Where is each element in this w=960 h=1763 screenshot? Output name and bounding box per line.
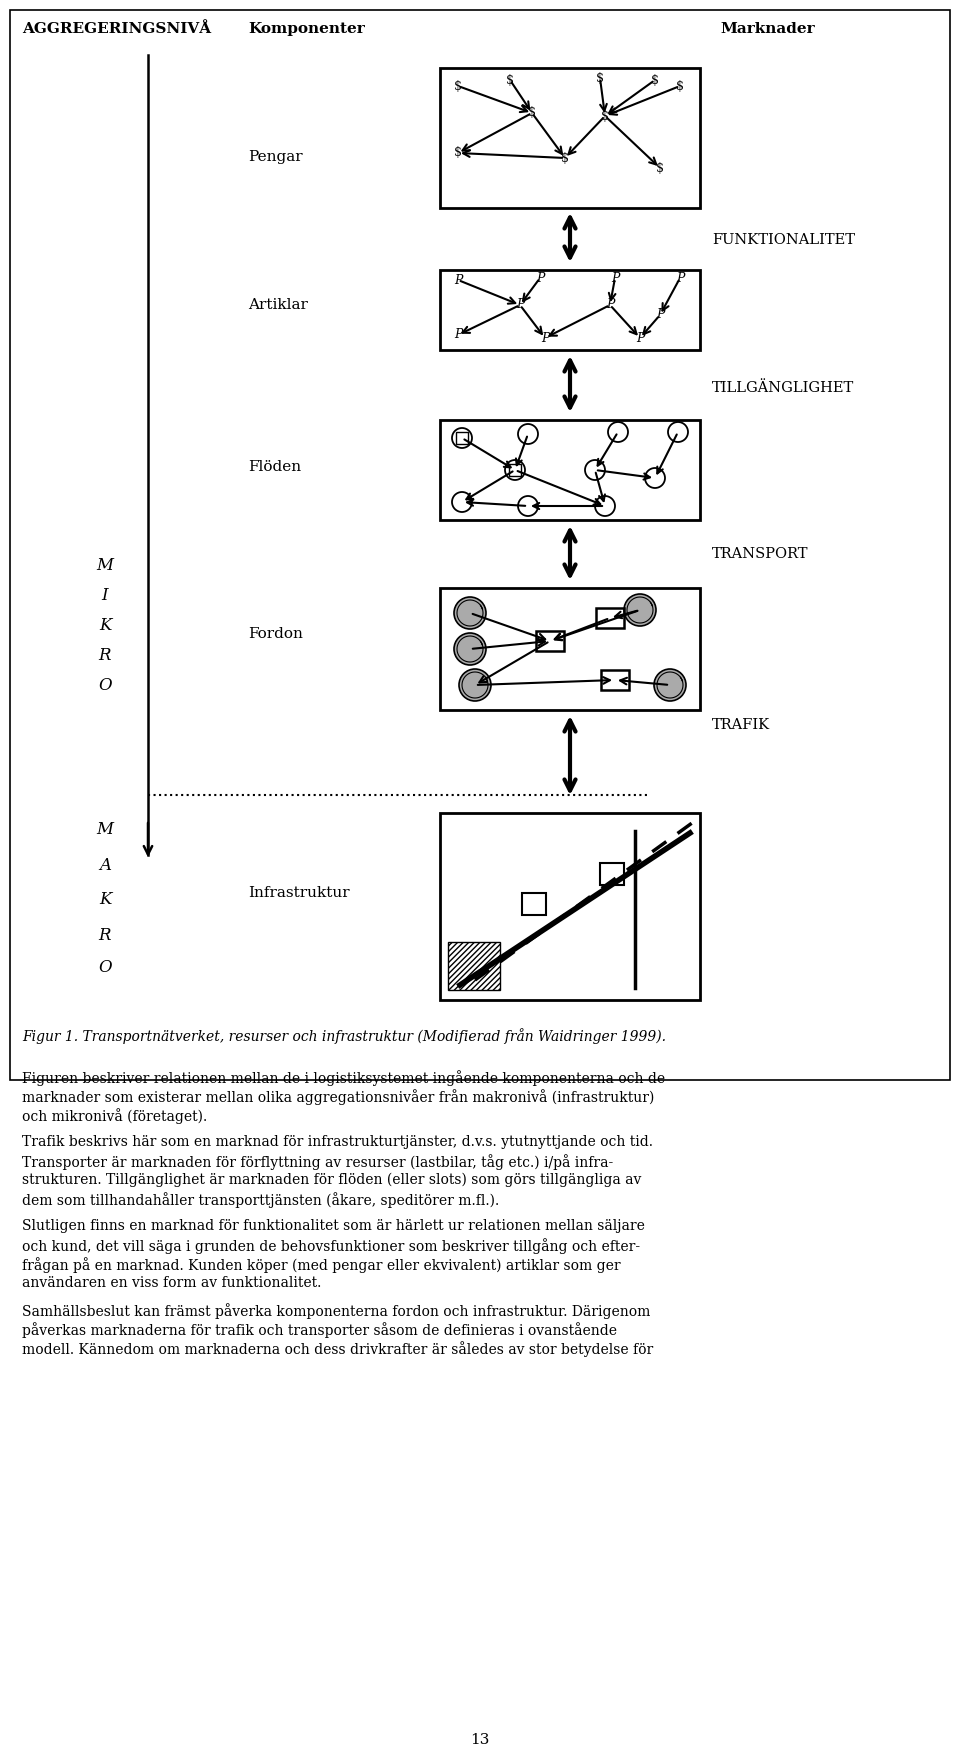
Bar (440, 69, 700, 208)
Text: och mikronivå (företaget).: och mikronivå (företaget). (22, 1107, 207, 1123)
Text: P: P (656, 309, 664, 321)
Text: P: P (536, 272, 544, 284)
Text: Transporter är marknaden för förflyttning av resurser (lastbilar, tåg etc.) i/på: Transporter är marknaden för förflyttnin… (22, 1155, 613, 1171)
Circle shape (654, 668, 686, 702)
Text: K: K (99, 617, 111, 633)
Text: Slutligen finns en marknad för funktionalitet som är härlett ur relationen mella: Slutligen finns en marknad för funktiona… (22, 1218, 645, 1232)
Bar (509, 464, 521, 476)
Text: R: R (99, 927, 111, 943)
Bar (536, 631, 564, 651)
Text: $: $ (454, 146, 462, 159)
Text: AGGREGERINGSNIVÅ: AGGREGERINGSNIVÅ (22, 21, 211, 35)
Text: $: $ (561, 152, 569, 164)
Circle shape (454, 598, 486, 629)
Bar (440, 813, 700, 1000)
Text: Samhällsbeslut kan främst påverka komponenterna fordon och infrastruktur. Därige: Samhällsbeslut kan främst påverka kompon… (22, 1303, 650, 1319)
Bar (522, 894, 546, 915)
Text: P: P (611, 272, 619, 284)
Text: frågan på en marknad. Kunden köper (med pengar eller ekvivalent) artiklar som ge: frågan på en marknad. Kunden köper (med … (22, 1257, 620, 1273)
Text: Fordon: Fordon (248, 628, 302, 642)
Text: P: P (540, 331, 549, 344)
Text: I: I (102, 587, 108, 603)
Bar (456, 432, 468, 444)
Text: användaren en viss form av funktionalitet.: användaren en viss form av funktionalite… (22, 1276, 322, 1291)
Bar (440, 420, 700, 520)
Text: P: P (454, 273, 462, 287)
Text: påverkas marknaderna för trafik och transporter såsom de definieras i ovanståend: påverkas marknaderna för trafik och tran… (22, 1322, 617, 1338)
Bar (10, 11, 950, 1081)
Text: Pengar: Pengar (248, 150, 302, 164)
Text: Marknader: Marknader (720, 21, 815, 35)
Text: TRANSPORT: TRANSPORT (712, 547, 808, 561)
Text: strukturen. Tillgänglighet är marknaden för flöden (eller slots) som görs tillgä: strukturen. Tillgänglighet är marknaden … (22, 1172, 641, 1188)
Text: $: $ (601, 109, 609, 122)
Text: M: M (97, 557, 113, 573)
Text: $: $ (528, 106, 536, 120)
Bar (596, 608, 624, 628)
Circle shape (459, 668, 491, 702)
Bar (440, 270, 700, 351)
Text: FUNKTIONALITET: FUNKTIONALITET (712, 233, 855, 247)
Text: Komponenter: Komponenter (248, 21, 365, 35)
Text: Figuren beskriver relationen mellan de i logistiksystemet ingående komponenterna: Figuren beskriver relationen mellan de i… (22, 1070, 665, 1086)
Text: K: K (99, 892, 111, 908)
Text: modell. Kännedom om marknaderna och dess drivkrafter är således av stor betydels: modell. Kännedom om marknaderna och dess… (22, 1342, 653, 1358)
Text: och kund, det vill säga i grunden de behovsfunktioner som beskriver tillgång och: och kund, det vill säga i grunden de beh… (22, 1238, 640, 1253)
Bar (448, 941, 500, 991)
Text: $: $ (454, 79, 462, 92)
Text: P: P (516, 298, 524, 312)
Text: O: O (98, 959, 111, 977)
Text: P: P (676, 272, 684, 284)
Text: Flöden: Flöden (248, 460, 301, 474)
Text: dem som tillhandahåller transporttjänsten (åkare, speditörer m.fl.).: dem som tillhandahåller transporttjänste… (22, 1192, 499, 1208)
Text: TRAFIK: TRAFIK (712, 718, 770, 732)
Text: Infrastruktur: Infrastruktur (248, 887, 349, 899)
Text: marknader som existerar mellan olika aggregationsnivåer från makronivå (infrastr: marknader som existerar mellan olika agg… (22, 1090, 655, 1105)
Text: Trafik beskrivs här som en marknad för infrastrukturtjänster, d.v.s. ytutnyttjan: Trafik beskrivs här som en marknad för i… (22, 1135, 653, 1149)
Text: O: O (98, 677, 111, 693)
Text: $: $ (656, 162, 664, 175)
Text: A: A (99, 857, 111, 873)
Text: Figur 1. Transportnätverket, resurser och infrastruktur (Modifierad från Waidrin: Figur 1. Transportnätverket, resurser oc… (22, 1028, 666, 1044)
Bar (601, 670, 629, 689)
Bar (600, 864, 624, 885)
Circle shape (454, 633, 486, 665)
Bar (440, 589, 700, 710)
Text: $: $ (676, 79, 684, 92)
Text: Artiklar: Artiklar (248, 298, 308, 312)
Text: R: R (99, 647, 111, 663)
Text: P: P (454, 328, 462, 342)
Circle shape (624, 594, 656, 626)
Text: P: P (606, 298, 614, 312)
Text: M: M (97, 822, 113, 839)
Text: $: $ (506, 74, 514, 86)
Text: $: $ (596, 72, 604, 85)
Text: P: P (636, 331, 644, 344)
Text: $: $ (651, 74, 659, 86)
Text: TILLGÄNGLIGHET: TILLGÄNGLIGHET (712, 381, 854, 395)
Text: 13: 13 (470, 1733, 490, 1747)
